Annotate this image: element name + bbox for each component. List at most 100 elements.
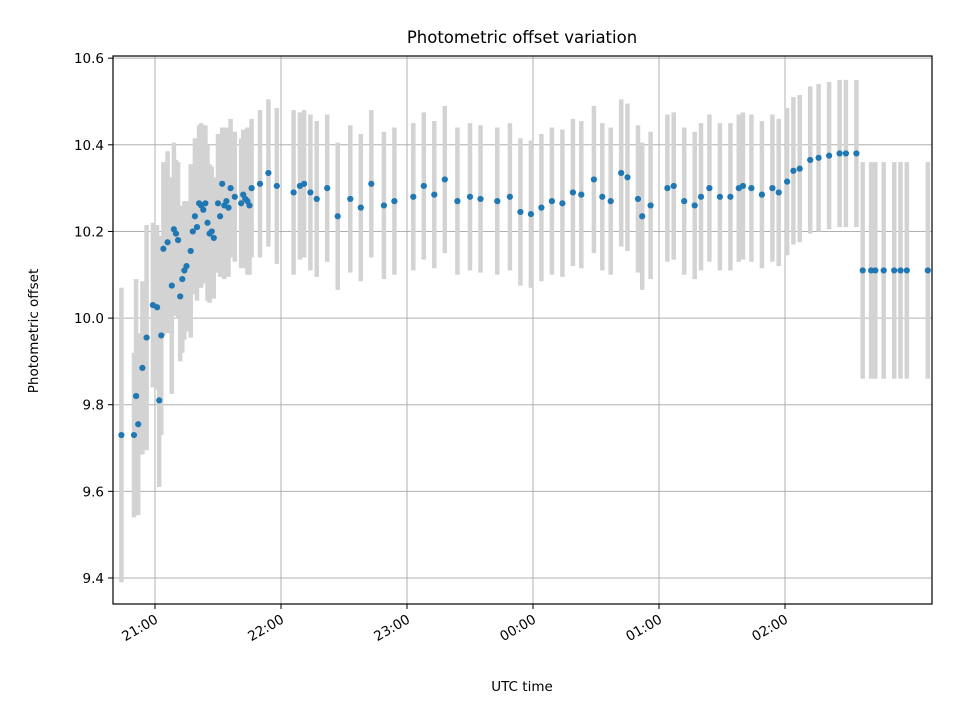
data-point (410, 193, 417, 200)
data-point (842, 150, 850, 157)
data-point (815, 154, 822, 161)
data-point (307, 189, 314, 196)
data-point (880, 267, 887, 274)
y-tick-label: 10.4 (74, 138, 104, 154)
data-point (208, 228, 215, 235)
data-point (775, 189, 782, 196)
x-tick-label: 00:00 (497, 612, 539, 645)
data-point (739, 182, 747, 190)
data-point (187, 247, 194, 255)
data-point (202, 200, 209, 207)
data-point (466, 193, 474, 200)
point-layer (118, 150, 931, 439)
data-point (238, 200, 245, 207)
data-point (647, 202, 654, 209)
y-axis-label: Photometric offset (26, 269, 42, 393)
data-point (172, 230, 180, 237)
data-point (872, 267, 879, 274)
data-point (758, 191, 766, 198)
y-tick-label: 10.0 (74, 311, 104, 327)
data-point (807, 156, 814, 164)
x-tick-label: 01:00 (623, 612, 665, 645)
x-tick-label: 23:00 (371, 612, 413, 645)
data-point (796, 165, 803, 172)
y-tick-label: 10.2 (74, 224, 104, 240)
data-point (265, 169, 272, 177)
plot-frame (112, 55, 933, 605)
data-point (256, 180, 264, 187)
data-point (156, 397, 163, 404)
data-point (903, 267, 910, 274)
data-point (391, 198, 398, 205)
data-point (357, 204, 364, 211)
data-point (118, 431, 125, 439)
data-point (168, 282, 175, 289)
data-point (313, 195, 320, 203)
data-point (664, 185, 671, 192)
data-point (231, 193, 238, 200)
data-point (204, 219, 211, 226)
data-point (431, 191, 438, 198)
data-point (177, 293, 184, 300)
data-point (618, 169, 625, 177)
data-point (691, 202, 698, 209)
x-axis-label: UTC time (491, 679, 553, 695)
data-point (559, 200, 566, 207)
data-point (223, 198, 230, 205)
y-tick-label: 9.6 (83, 484, 104, 500)
data-point (380, 202, 387, 209)
data-point (225, 204, 232, 211)
data-point (219, 180, 226, 187)
data-point (681, 198, 688, 205)
data-point (217, 213, 224, 220)
y-tick-label: 9.4 (83, 571, 104, 587)
data-point (130, 431, 138, 439)
data-point (790, 167, 797, 174)
data-point (506, 193, 513, 200)
data-point (164, 239, 171, 246)
data-point (454, 198, 461, 205)
data-point (368, 180, 375, 187)
data-point (590, 176, 598, 183)
y-tick-label: 10.6 (74, 51, 104, 67)
chart-title: Photometric offset variation (407, 28, 637, 47)
data-point (891, 267, 898, 274)
data-point (517, 208, 524, 216)
data-point (494, 198, 501, 205)
data-point (248, 185, 255, 192)
data-point (154, 304, 161, 311)
data-point (324, 185, 331, 192)
data-point (133, 392, 140, 400)
data-point (139, 364, 146, 372)
data-point (175, 237, 182, 244)
data-point (748, 185, 755, 192)
data-point (538, 204, 545, 211)
data-point (716, 193, 724, 200)
data-point (290, 189, 297, 196)
data-point (135, 421, 142, 428)
data-point (189, 228, 196, 235)
data-point (301, 180, 308, 187)
data-point (227, 185, 234, 192)
x-tick-label: 02:00 (749, 612, 791, 645)
data-point (826, 152, 833, 159)
data-point (160, 245, 167, 252)
data-point (179, 275, 186, 283)
data-point (624, 174, 631, 181)
data-point (639, 213, 646, 220)
x-tick-label: 21:00 (119, 612, 161, 645)
data-point (193, 224, 201, 231)
data-point (599, 193, 606, 200)
y-tick-label: 9.8 (83, 398, 104, 414)
data-point (183, 263, 190, 270)
data-point (214, 200, 222, 207)
data-point (670, 182, 677, 190)
errorbar-layer (119, 79, 931, 583)
data-point (859, 267, 866, 274)
data-point (420, 182, 427, 190)
data-point (897, 267, 904, 274)
data-point (836, 150, 843, 157)
data-point (853, 150, 860, 157)
data-point (441, 176, 448, 183)
data-point (548, 198, 556, 205)
